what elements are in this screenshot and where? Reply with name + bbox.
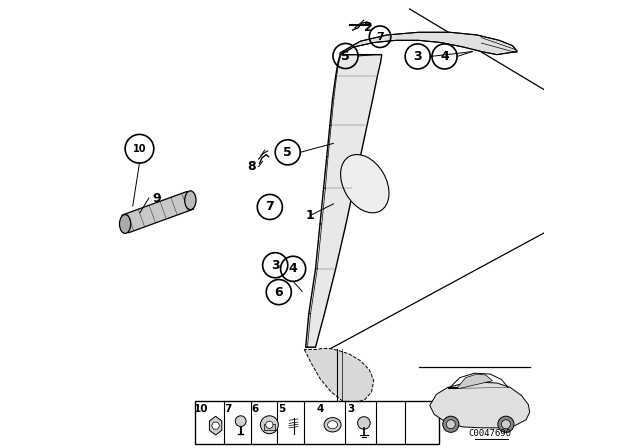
Polygon shape <box>212 422 220 429</box>
Text: 1: 1 <box>306 208 314 222</box>
Circle shape <box>443 416 459 432</box>
Text: 8: 8 <box>247 160 256 173</box>
Circle shape <box>498 416 514 432</box>
Text: C0047690: C0047690 <box>468 429 512 438</box>
Ellipse shape <box>340 155 389 213</box>
Circle shape <box>446 420 455 429</box>
Text: 3: 3 <box>271 258 280 272</box>
Text: 2: 2 <box>364 21 372 34</box>
Circle shape <box>358 417 370 429</box>
Polygon shape <box>457 374 493 388</box>
Polygon shape <box>305 349 374 403</box>
Text: 9: 9 <box>152 191 161 205</box>
Text: 7: 7 <box>376 32 384 42</box>
Text: 4: 4 <box>289 262 298 276</box>
Ellipse shape <box>120 215 131 233</box>
Bar <box>264 424 275 430</box>
Text: 10: 10 <box>194 404 209 414</box>
Text: 5: 5 <box>284 146 292 159</box>
Text: 7: 7 <box>266 200 274 214</box>
Circle shape <box>236 416 246 426</box>
Text: 4: 4 <box>316 404 324 414</box>
Text: 3: 3 <box>413 50 422 63</box>
Bar <box>195 401 439 444</box>
Text: 6: 6 <box>252 404 259 414</box>
Ellipse shape <box>185 191 196 210</box>
Text: 4: 4 <box>440 50 449 63</box>
Polygon shape <box>340 32 517 55</box>
Text: 3: 3 <box>348 404 355 414</box>
Polygon shape <box>209 416 222 435</box>
Polygon shape <box>430 382 530 428</box>
Text: 5: 5 <box>278 404 285 414</box>
Circle shape <box>502 420 511 429</box>
Text: 6: 6 <box>275 285 283 299</box>
Ellipse shape <box>324 418 341 432</box>
Circle shape <box>260 416 278 434</box>
Text: 5: 5 <box>341 49 350 63</box>
Text: 10: 10 <box>132 144 146 154</box>
Ellipse shape <box>328 421 337 429</box>
Text: 7: 7 <box>225 404 232 414</box>
Polygon shape <box>306 55 382 347</box>
Polygon shape <box>122 191 193 233</box>
Circle shape <box>266 421 273 428</box>
